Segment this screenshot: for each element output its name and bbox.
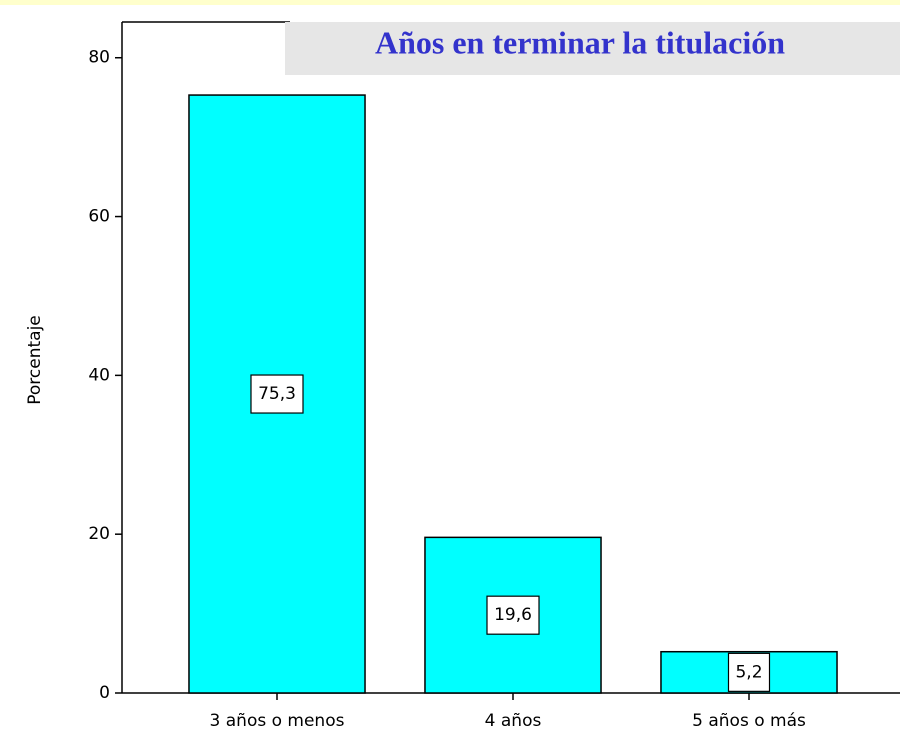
y-tick-label: 20 (88, 524, 110, 544)
value-label: 75,3 (258, 384, 296, 404)
y-axis-label: Porcentaje (25, 315, 45, 405)
top-band (0, 0, 900, 5)
value-label: 19,6 (494, 605, 532, 625)
x-tick-label: 5 años o más (692, 711, 806, 731)
value-label-box (727, 652, 771, 692)
value-label-box (250, 374, 304, 414)
y-tick-label: 40 (88, 365, 110, 385)
x-tick-label: 3 años o menos (210, 711, 345, 731)
chart-title: Años en terminar la titulación (375, 24, 785, 60)
y-tick-label: 60 (88, 207, 110, 227)
value-label: 5,2 (735, 662, 762, 682)
x-tick-label: 4 años (485, 711, 542, 731)
value-label-box (486, 595, 540, 635)
y-tick-label: 0 (99, 683, 110, 703)
title-box (285, 22, 900, 75)
y-tick-label: 80 (88, 48, 110, 68)
